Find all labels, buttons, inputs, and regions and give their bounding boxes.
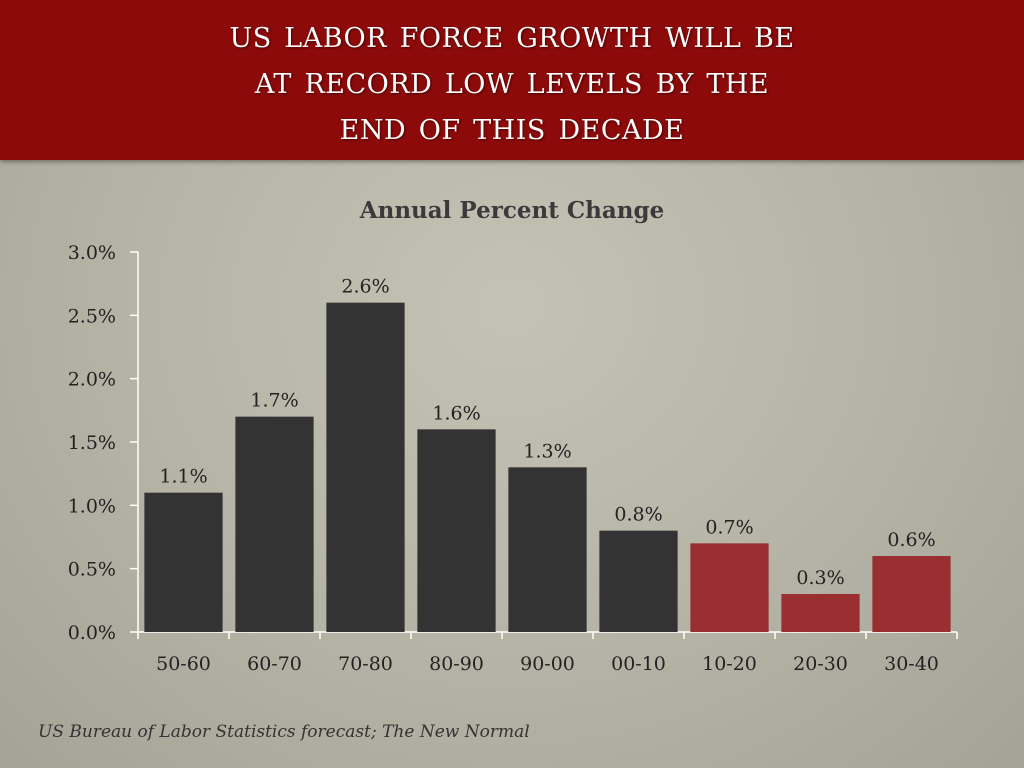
y-tick-label: 0.0% <box>68 622 116 644</box>
data-label-30-40: 0.6% <box>887 529 935 551</box>
data-label-50-60: 1.1% <box>159 466 207 488</box>
chart-title: Annual Percent Change <box>359 197 664 224</box>
x-tick-label-80-90: 80-90 <box>429 653 484 675</box>
x-tick-label-60-70: 60-70 <box>247 653 302 675</box>
bar-80-90 <box>417 429 496 632</box>
data-label-80-90: 1.6% <box>432 402 480 424</box>
x-tick-label-10-20: 10-20 <box>702 653 757 675</box>
source-note: US Bureau of Labor Statistics forecast; … <box>38 722 530 742</box>
y-tick-label: 0.5% <box>68 559 116 581</box>
data-label-10-20: 0.7% <box>705 516 753 538</box>
data-labels: 1.1% 1.7% 2.6% 1.6% 1.3% 0.8% 0.7% 0.3% 0.6% <box>159 276 935 589</box>
bar-50-60 <box>144 492 223 632</box>
data-label-20-30: 0.3% <box>796 567 844 589</box>
y-tick-label: 3.0% <box>68 242 116 264</box>
bar-30-40 <box>872 556 951 632</box>
data-label-60-70: 1.7% <box>250 390 298 412</box>
y-tick-label: 2.5% <box>68 305 116 327</box>
bar-00-10 <box>599 530 678 632</box>
data-label-70-80: 2.6% <box>341 276 389 298</box>
data-label-90-00: 1.3% <box>523 440 571 462</box>
y-tick-label: 1.0% <box>68 495 116 517</box>
slide-title-line-3: End of This Decade <box>339 104 685 148</box>
x-tick-label-70-80: 70-80 <box>338 653 393 675</box>
y-tick-label: 1.5% <box>68 432 116 454</box>
bar-70-80 <box>326 302 405 632</box>
bar-chart: Annual Percent Change 0.0% 0.5% 1.0% 1.5% 2.… <box>68 197 958 675</box>
bar-10-20 <box>690 543 769 632</box>
x-tick-label-30-40: 30-40 <box>884 653 939 675</box>
title-banner: US Labor Force Growth Will Be At Record … <box>0 0 1024 160</box>
x-tick-label-20-30: 20-30 <box>793 653 848 675</box>
x-tick-label-50-60: 50-60 <box>156 653 211 675</box>
y-axis: 0.0% 0.5% 1.0% 1.5% 2.0% 2.5% 3.0% <box>68 242 139 644</box>
slide-title-line-1: US Labor Force Growth Will Be <box>229 12 795 56</box>
data-label-00-10: 0.8% <box>614 504 662 526</box>
bar-20-30 <box>781 594 860 632</box>
x-tick-label-90-00: 90-00 <box>520 653 575 675</box>
y-tick-label: 2.0% <box>68 369 116 391</box>
bar-90-00 <box>508 467 587 632</box>
x-tick-label-00-10: 00-10 <box>611 653 666 675</box>
slide-title-line-2: At Record Low Levels By The <box>254 58 770 102</box>
x-axis: 50-60 60-70 70-80 80-90 90-00 00-10 10-20 20-30… <box>137 631 958 675</box>
bars <box>144 302 951 632</box>
bar-60-70 <box>235 416 314 632</box>
